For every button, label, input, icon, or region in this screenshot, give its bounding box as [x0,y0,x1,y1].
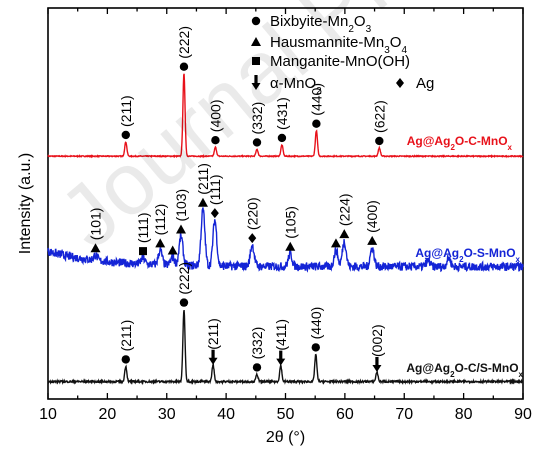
peak-marker [312,119,321,128]
peak-marker [330,238,341,248]
peak-label: (111) [207,174,223,205]
peak-label: (224) [336,193,352,226]
peak-marker [90,243,101,253]
xrd-pattern-line [47,207,524,273]
series-name: Ag@Ag2O-C/S-MnOx [406,361,523,379]
peak-marker [179,62,189,71]
peak-label: (440) [308,83,324,116]
peak-marker [208,349,218,365]
peak-label: (211) [195,163,211,195]
peak-label: (211) [205,318,221,350]
series-name: Ag@Ag2O-S-MnOx [415,246,520,264]
x-axis-label: 2θ (°) [266,429,305,446]
x-tick-label: 40 [217,406,235,423]
legend-marker [251,37,261,46]
peak-label: (105) [282,206,298,239]
peak-label: (332) [249,327,265,360]
peak-marker [252,363,262,372]
x-tick-label: 20 [98,406,116,423]
x-tick-label: 50 [277,406,295,423]
legend-marker [251,16,261,26]
peak-label: (101) [88,208,104,241]
peak-label: (211) [118,95,134,127]
peak-label: (400) [207,100,223,133]
peak-marker [176,224,186,234]
x-tick-label: 70 [395,406,413,423]
peak-label: (431) [274,97,290,130]
legend-label: Hausmannite-Mn3O4 [270,34,407,56]
x-tick-label: 30 [158,406,176,423]
peak-label: (440) [308,307,324,340]
legend-marker [251,75,261,90]
peak-label: (211) [118,320,134,352]
peak-marker [121,355,130,364]
peak-marker [276,350,286,366]
y-axis-label: Intensity (a.u.) [17,153,34,254]
xrd-pattern-line [47,309,524,386]
legend-label: α-MnO2 [270,75,322,97]
peak-marker [139,247,147,256]
xrd-pattern-line [47,73,524,159]
peak-marker [277,133,287,143]
peak-label: (111) [135,213,151,244]
x-tick-label: 10 [39,406,57,423]
peak-label: (400) [364,200,380,233]
peak-label: (411) [273,319,289,351]
xrd-series: (101) (111) (112) (103)(211)(111)(220) (105)… [47,163,524,273]
peak-marker [211,136,220,145]
peak-marker [121,130,130,140]
xrd-series: (211) (222) (211) (332) (411) (440) (002) Ag@Ag… [47,262,524,386]
peak-label: (622) [371,100,387,133]
peak-label: (002) [369,324,385,357]
series-name: Ag@Ag2O-C-MnOx [407,134,513,152]
xrd-series: (211) (222) (400) (332) (431) (440) (622) Ag@Ag… [47,26,524,159]
legend-label: Bixbyite-Mn2O3 [270,13,372,35]
peak-marker [210,208,219,219]
peak-marker [167,245,178,255]
peak-marker [155,238,166,248]
x-tick-label: 90 [514,406,532,423]
legend-marker [252,57,260,65]
peak-label: (112) [152,204,168,236]
peak-label: (222) [176,26,192,59]
peak-label: (220) [244,197,260,230]
legend-marker [396,78,404,88]
legend: Bixbyite-Mn2O3Hausmannite-Mn3O4Manganite… [251,13,434,97]
peak-marker [197,197,208,207]
peak-marker [339,229,350,239]
peak-marker [311,343,320,352]
peak-marker [375,136,384,146]
peak-marker [285,241,296,251]
peak-marker [367,235,378,245]
peak-label: (332) [249,102,265,135]
legend-label: Ag [416,75,434,92]
peak-label: (222) [176,262,192,295]
peak-label: (103) [173,189,189,222]
x-tick-label: 80 [455,406,473,423]
legend-label: Manganite-MnO(OH) [270,53,410,70]
peak-marker [179,298,189,307]
peak-marker [248,233,257,244]
peak-marker [252,138,262,147]
x-tick-label: 60 [336,406,354,423]
peak-marker [372,357,382,372]
